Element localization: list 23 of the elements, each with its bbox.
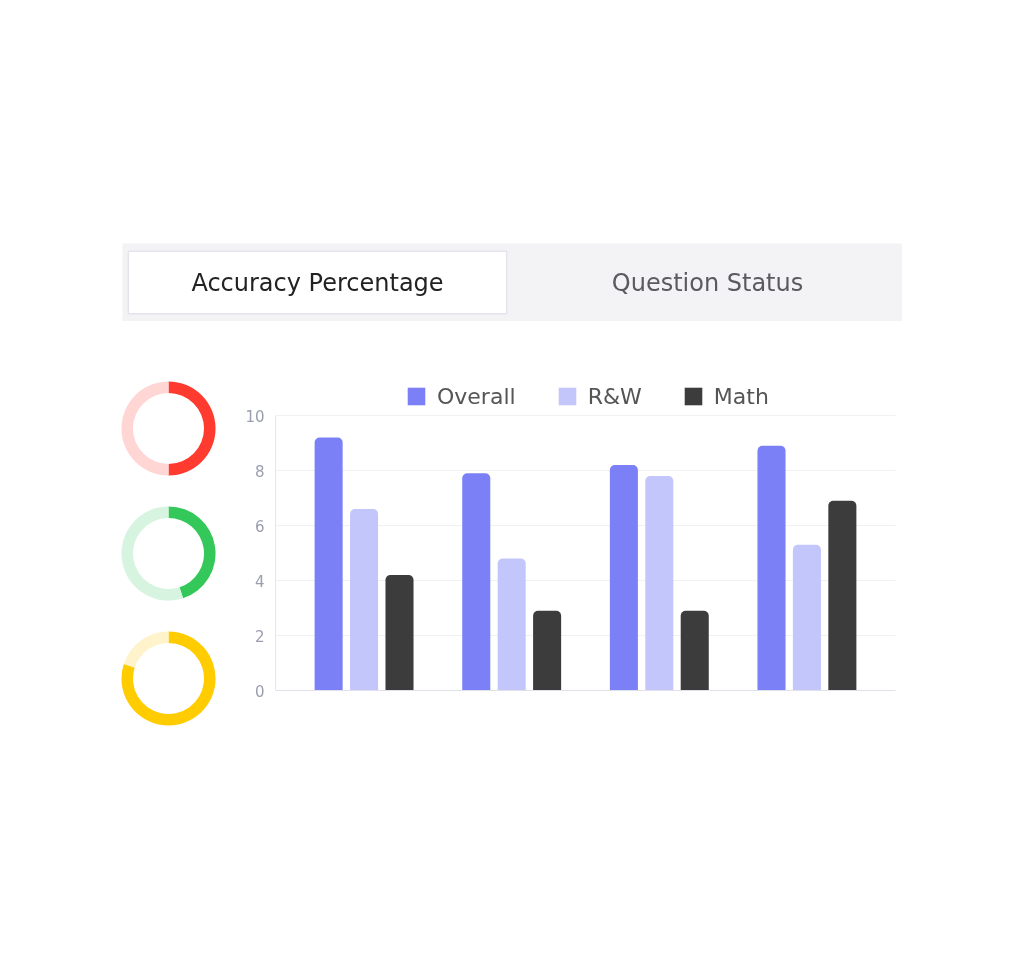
bar xyxy=(350,509,379,691)
legend-label: Overall xyxy=(437,383,516,409)
bar xyxy=(314,437,343,691)
bar xyxy=(645,476,674,691)
bar xyxy=(828,500,857,691)
y-tick-label: 2 xyxy=(254,627,265,646)
legend-label: R&W xyxy=(587,383,642,409)
bar xyxy=(680,610,709,691)
bar xyxy=(792,544,821,691)
legend-label: Math xyxy=(713,383,769,409)
y-tick-label: 4 xyxy=(254,572,265,591)
bar xyxy=(385,575,414,691)
y-tick-label: 8 xyxy=(254,462,265,481)
y-tick-label: 0 xyxy=(254,682,265,701)
text: Accuracy Percentage xyxy=(191,268,444,297)
bar xyxy=(497,558,526,691)
text: Question Status xyxy=(611,268,804,297)
bar xyxy=(462,473,491,691)
y-tick-label: 10 xyxy=(245,407,265,426)
bar xyxy=(757,445,786,691)
bar xyxy=(533,610,562,691)
y-tick-label: 6 xyxy=(254,517,265,536)
bar xyxy=(609,465,638,691)
